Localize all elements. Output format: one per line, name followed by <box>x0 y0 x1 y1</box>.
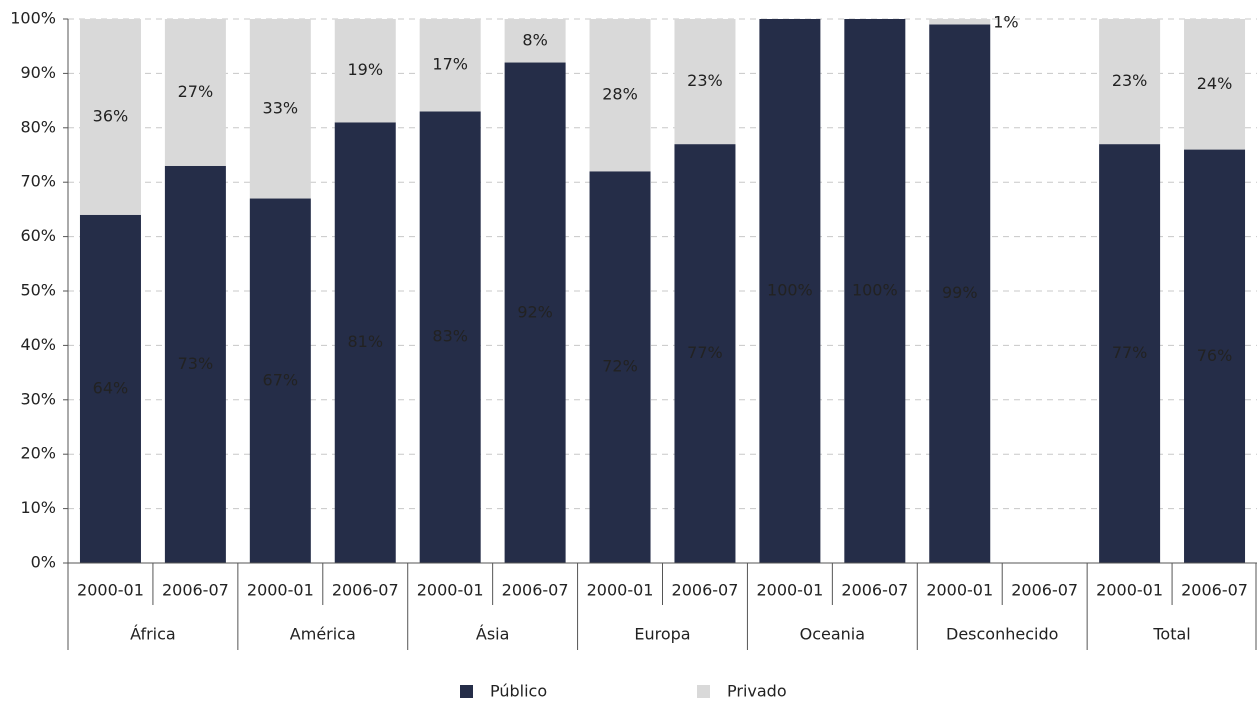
bar-segment <box>334 19 396 123</box>
group-label: Europa <box>634 625 690 644</box>
y-tick-label: 80% <box>20 117 56 136</box>
y-tick-label: 70% <box>20 172 56 191</box>
bar-segment <box>589 19 651 172</box>
data-label: 76% <box>1197 346 1233 365</box>
bar-segment <box>844 19 906 563</box>
bar-segment <box>1184 19 1246 150</box>
bar-segment <box>334 122 396 564</box>
legend-swatch <box>697 685 710 698</box>
data-label: 67% <box>263 370 299 389</box>
bar-segment <box>249 198 311 563</box>
data-label: 83% <box>432 327 468 346</box>
bar-segment <box>674 144 736 563</box>
bar-segment <box>674 19 736 145</box>
data-label: 72% <box>602 357 638 376</box>
y-tick-label: 60% <box>20 226 56 245</box>
y-tick-label: 0% <box>31 553 56 572</box>
data-label: 8% <box>522 30 547 49</box>
bar-segment <box>1184 149 1246 563</box>
bar-segment <box>164 19 226 166</box>
legend-label: Público <box>490 682 547 701</box>
data-label: 64% <box>93 378 129 397</box>
bar-segment <box>164 165 226 563</box>
bar-segment <box>79 214 141 563</box>
bar-segment <box>249 19 311 199</box>
y-tick-label: 90% <box>20 63 56 82</box>
group-label: Ásia <box>476 625 510 644</box>
bar-segment <box>419 19 481 112</box>
group-label: Desconhecido <box>946 625 1058 644</box>
data-label: 19% <box>347 60 383 79</box>
x-tick-label: 2000-01 <box>247 581 314 600</box>
data-label: 24% <box>1197 74 1233 93</box>
legend-label: Privado <box>727 682 787 701</box>
y-tick-label: 10% <box>20 498 56 517</box>
group-label: África <box>130 625 176 644</box>
group-label: Oceania <box>800 625 865 644</box>
data-label: 81% <box>347 332 383 351</box>
bar-segment <box>419 111 481 563</box>
data-label: 28% <box>602 85 638 104</box>
data-label: 36% <box>93 106 129 125</box>
x-tick-label: 2006-07 <box>1181 581 1248 600</box>
x-tick-label: 2006-07 <box>332 581 399 600</box>
x-tick-label: 2006-07 <box>502 581 569 600</box>
data-label: 77% <box>1112 343 1148 362</box>
data-label: 23% <box>687 71 723 90</box>
y-tick-label: 100% <box>10 9 56 28</box>
bar-segment <box>589 171 651 563</box>
x-tick-label: 2000-01 <box>756 581 823 600</box>
x-tick-label: 2006-07 <box>841 581 908 600</box>
x-tick-label: 2000-01 <box>77 581 144 600</box>
x-tick-label: 2000-01 <box>417 581 484 600</box>
data-label: 17% <box>432 55 468 74</box>
bar-segment <box>759 19 821 563</box>
bar-segment <box>504 19 566 63</box>
group-label: América <box>290 625 356 644</box>
data-label: 27% <box>178 82 214 101</box>
data-label: 100% <box>852 281 898 300</box>
data-label: 77% <box>687 343 723 362</box>
x-tick-label: 2000-01 <box>587 581 654 600</box>
bar-segment <box>79 19 141 215</box>
x-tick-label: 2006-07 <box>672 581 739 600</box>
x-tick-label: 2000-01 <box>926 581 993 600</box>
bar-segment <box>504 62 566 564</box>
bar-segment <box>929 24 991 563</box>
group-label: Total <box>1152 625 1190 644</box>
y-tick-label: 30% <box>20 389 56 408</box>
x-tick-label: 2000-01 <box>1096 581 1163 600</box>
x-tick-label: 2006-07 <box>1011 581 1078 600</box>
data-label: 92% <box>517 302 553 321</box>
bar-segment <box>1099 19 1161 145</box>
data-label: 1% <box>993 13 1018 32</box>
y-tick-label: 40% <box>20 335 56 354</box>
legend-swatch <box>460 685 473 698</box>
data-label: 23% <box>1112 71 1148 90</box>
data-label: 73% <box>178 354 214 373</box>
y-tick-label: 20% <box>20 444 56 463</box>
data-label: 33% <box>263 98 299 117</box>
bar-segment <box>929 19 991 25</box>
data-label: 100% <box>767 281 813 300</box>
data-label: 99% <box>942 283 978 302</box>
y-tick-label: 50% <box>20 281 56 300</box>
bar-segment <box>1099 144 1161 563</box>
x-tick-label: 2006-07 <box>162 581 229 600</box>
